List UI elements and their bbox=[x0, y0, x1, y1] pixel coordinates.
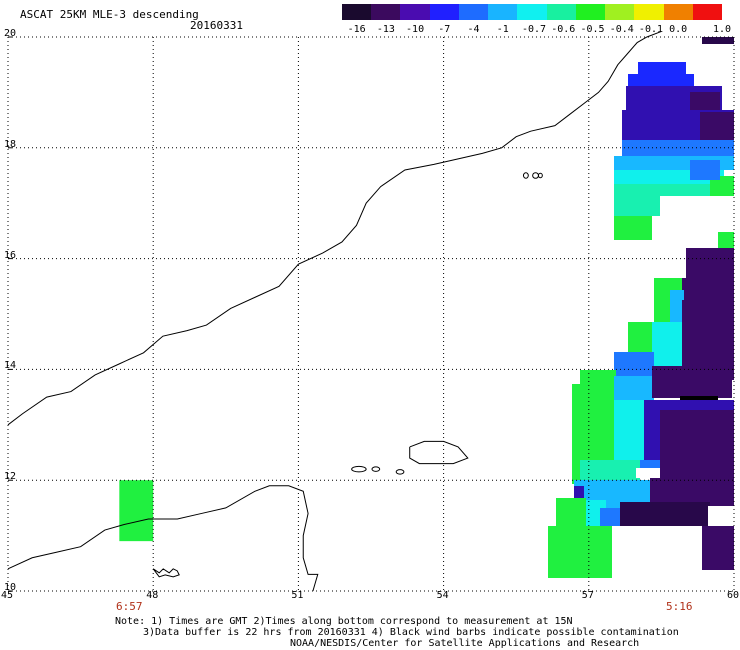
x-tick-label: 57 bbox=[581, 590, 594, 601]
colorbar-swatch bbox=[692, 4, 723, 20]
swath-cell bbox=[119, 480, 154, 542]
swath-cell bbox=[702, 526, 734, 570]
swath-cell bbox=[628, 74, 694, 86]
colorbar-swatch bbox=[371, 4, 401, 20]
swath-cell bbox=[574, 486, 584, 498]
colorbar-swatch bbox=[488, 4, 518, 20]
swath-cell bbox=[702, 37, 734, 44]
socotra-island bbox=[409, 440, 469, 465]
colorbar-tick-label: 1.0 bbox=[712, 24, 732, 35]
note-line-1: Note: 1) Times are GMT 2)Times along bot… bbox=[115, 616, 573, 627]
swath-cell bbox=[614, 352, 654, 376]
colorbar-ticks: -16 -13 -10 -7 -4 -1 -0.7 -0.6 -0.5 -0.4 -0.1 0.0 1.… bbox=[342, 24, 740, 38]
swath-cell bbox=[652, 322, 682, 366]
swath-cell bbox=[556, 498, 586, 526]
swath-cell bbox=[614, 196, 660, 216]
swath-cell bbox=[620, 502, 710, 526]
y-tick-label: 20 bbox=[4, 28, 17, 39]
colorbar-swatch bbox=[342, 4, 372, 20]
swath-cell bbox=[614, 400, 644, 460]
colorbar-tick-label: -4 bbox=[467, 24, 480, 35]
pass-time-left: 6:57 bbox=[116, 600, 143, 613]
colorbar-tick-label: -0.4 bbox=[609, 24, 634, 35]
swath-cell bbox=[708, 480, 734, 506]
swath-cell bbox=[652, 366, 732, 398]
colorbar-tick-label: -7 bbox=[438, 24, 451, 35]
swath-cell bbox=[614, 216, 652, 240]
y-tick-label: 12 bbox=[4, 471, 17, 483]
small-island bbox=[522, 172, 529, 179]
date-label: 20160331 bbox=[190, 19, 243, 32]
pass-time-right: 5:16 bbox=[666, 600, 693, 613]
swath-cell bbox=[614, 376, 654, 400]
coastline-arabia bbox=[7, 30, 662, 426]
colorbar-swatch bbox=[400, 4, 431, 20]
y-tick-label: 10 bbox=[4, 582, 17, 593]
x-tick-label: 48 bbox=[146, 590, 159, 601]
colorbar-tick-label: -16 bbox=[347, 24, 366, 35]
colorbar-swatch bbox=[546, 4, 577, 20]
colorbar-tick-label: -1 bbox=[496, 24, 509, 35]
swath-cell bbox=[686, 248, 734, 278]
small-island bbox=[395, 469, 405, 475]
swath-cell bbox=[700, 112, 734, 140]
swath-cell bbox=[622, 140, 734, 156]
swath-cell bbox=[600, 508, 620, 526]
colorbar-tick-label: -10 bbox=[406, 24, 425, 35]
note-line-3: NOAA/NESDIS/Center for Satellite Applica… bbox=[290, 638, 640, 649]
swath-cell bbox=[572, 384, 582, 484]
small-island bbox=[351, 465, 367, 473]
swath-cell bbox=[660, 410, 734, 480]
x-tick-label: 51 bbox=[291, 590, 304, 601]
coastal-detail bbox=[152, 568, 180, 578]
swath-cell bbox=[548, 526, 612, 578]
swath-cell bbox=[640, 460, 660, 470]
colorbar-swatch bbox=[634, 4, 665, 20]
y-tick-label: 18 bbox=[4, 138, 17, 150]
colorbar-swatch bbox=[575, 4, 606, 20]
x-tick-label: 60 bbox=[727, 590, 740, 601]
x-tick-label: 45 bbox=[1, 590, 14, 601]
colorbar-tick-label: -0.5 bbox=[580, 24, 605, 35]
colorbar-swatch bbox=[517, 4, 548, 20]
y-tick-label: 16 bbox=[4, 249, 17, 261]
colorbar-swatch bbox=[429, 4, 460, 20]
note-line-2: 3)Data buffer is 22 hrs from 20160331 4)… bbox=[143, 627, 679, 638]
coastline-horn-of-africa bbox=[7, 485, 319, 592]
swath-cell bbox=[690, 160, 720, 180]
colorbar-tick-label: -0.6 bbox=[551, 24, 576, 35]
x-tick-label: 54 bbox=[436, 590, 449, 601]
swath-cell bbox=[628, 322, 652, 352]
swath-cell bbox=[670, 290, 684, 326]
small-island bbox=[532, 172, 539, 179]
swath-cell bbox=[580, 460, 640, 480]
swath-cell bbox=[690, 92, 720, 112]
swath-cell bbox=[638, 62, 686, 74]
colorbar-swatch bbox=[663, 4, 694, 20]
swath-cell bbox=[718, 232, 734, 248]
small-island bbox=[537, 172, 543, 179]
colorbar bbox=[342, 4, 723, 20]
small-island bbox=[371, 466, 381, 472]
swath-cell bbox=[710, 176, 734, 196]
colorbar-swatch bbox=[605, 4, 635, 20]
colorbar-tick-label: -0.1 bbox=[638, 24, 664, 35]
colorbar-swatch bbox=[458, 4, 489, 20]
colorbar-tick-label: 0.0 bbox=[669, 24, 688, 35]
y-tick-label: 14 bbox=[4, 360, 17, 372]
colorbar-tick-label: -0.7 bbox=[522, 24, 547, 35]
swath-gap bbox=[636, 468, 660, 478]
colorbar-tick-label: -13 bbox=[376, 24, 395, 35]
swath-cell bbox=[614, 184, 714, 196]
title-label: ASCAT 25KM MLE-3 descending bbox=[20, 8, 199, 21]
swath-gap bbox=[708, 506, 734, 526]
